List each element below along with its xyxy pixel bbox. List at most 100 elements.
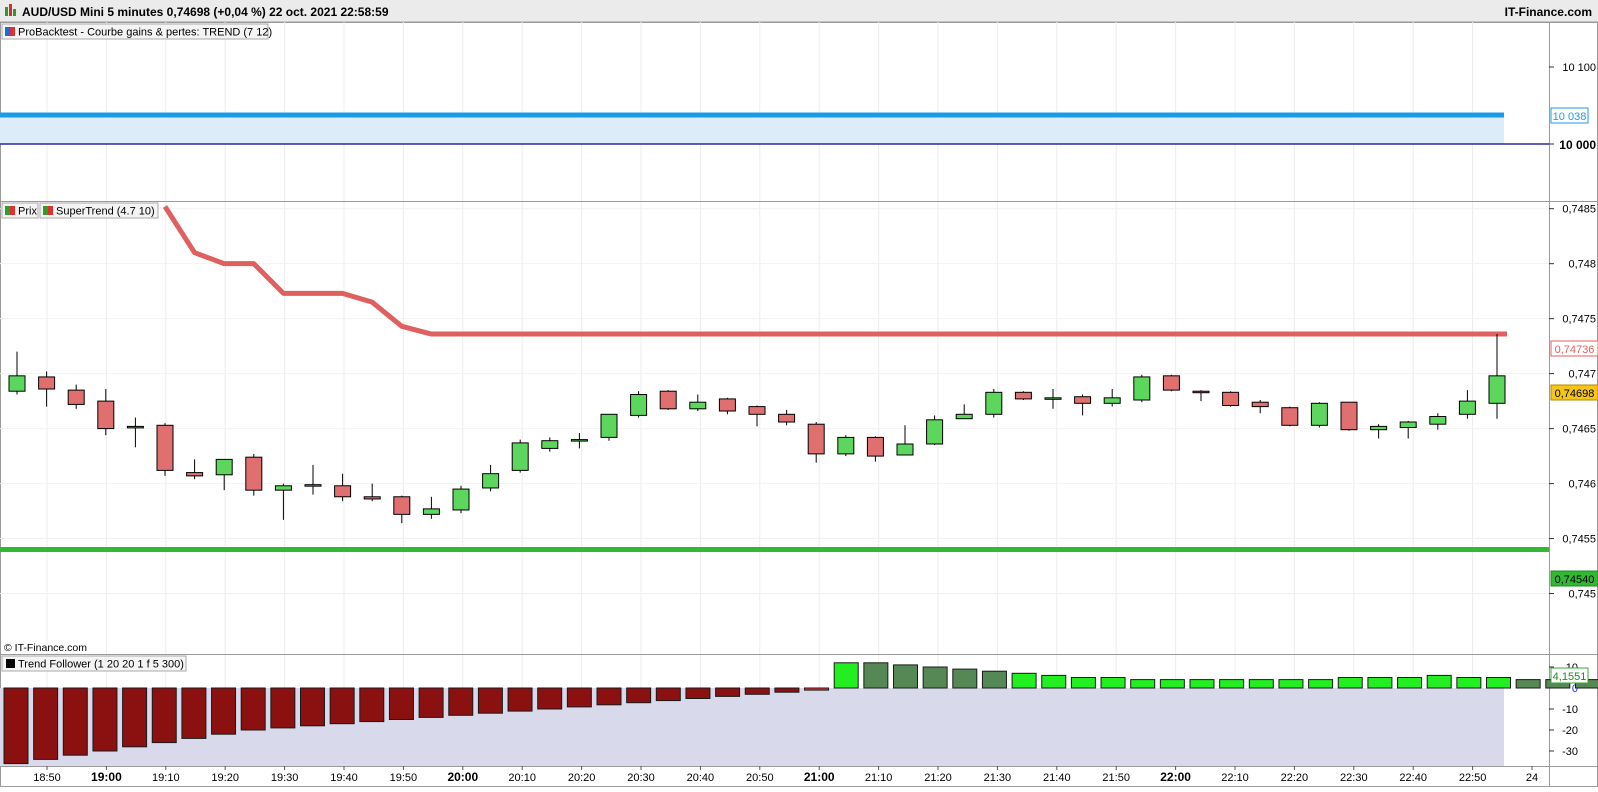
supertrend-layer <box>162 205 1507 337</box>
candle <box>1458 390 1476 419</box>
trend-follower-bar <box>418 687 444 718</box>
candle-body <box>926 419 944 445</box>
trend-follower-bar <box>1070 677 1096 689</box>
supertrend-legend-label: SuperTrend (4.7 10) <box>56 206 155 218</box>
candle-body <box>689 401 707 410</box>
trend-follower-bar <box>448 687 474 716</box>
time-tick-label: 22:10 <box>1221 772 1249 784</box>
candle <box>97 389 115 436</box>
trend-follower-bar <box>181 687 207 739</box>
candle-body <box>393 496 411 515</box>
candle-body <box>1310 402 1328 426</box>
time-tick-label: 20:20 <box>568 772 596 784</box>
equity-legend[interactable] <box>1 23 269 40</box>
price-legend-icon-secondary <box>10 206 15 215</box>
candle-body <box>215 458 233 476</box>
candle <box>926 415 944 446</box>
trend-follower-legend[interactable] <box>1 655 187 672</box>
candle-body <box>1103 397 1121 404</box>
candle-body <box>274 485 292 491</box>
time-tick-label: 20:00 <box>447 770 478 784</box>
price-panel: 0,7485 0,748 0,7475 0,747 0,7465 0,746 0,7455 0… <box>0 202 1598 654</box>
trend-follower-bar <box>240 687 266 731</box>
time-tick-label: 21:50 <box>1102 772 1130 784</box>
trend-follower-bar <box>744 687 770 695</box>
candle <box>215 458 233 491</box>
candle <box>334 473 352 502</box>
support-badge <box>1550 570 1598 587</box>
candle <box>422 496 440 519</box>
time-tick-label: 20:50 <box>746 772 774 784</box>
trend-follower-bar <box>33 687 59 760</box>
trend-follower-bar <box>1337 677 1363 689</box>
price-tick-label: 0,7465 <box>1562 424 1596 436</box>
supertrend-badge <box>1550 340 1598 357</box>
trend-follower-bar <box>804 687 830 691</box>
time-tick-label: 20:10 <box>508 772 536 784</box>
candle <box>1103 389 1121 407</box>
header-bar <box>0 0 1598 22</box>
supertrend-line <box>162 205 1507 337</box>
candle-body <box>97 400 115 430</box>
trend-follower-bar <box>151 687 177 744</box>
time-tick-label: 19:20 <box>211 772 239 784</box>
trend-follower-bar <box>893 664 918 689</box>
equity-panel: 10 100 10 000 10 038 ProBacktest - Courb… <box>0 23 1596 152</box>
time-tick-label: 19:30 <box>271 772 299 784</box>
candle-body <box>8 375 26 392</box>
candle <box>1370 424 1388 439</box>
trend-follower-bar <box>863 662 889 689</box>
supertrend-value-label: 0,74736 <box>1555 344 1595 356</box>
candle-body <box>511 442 529 471</box>
trend-follower-bar <box>92 687 118 752</box>
time-tick-label: 19:40 <box>330 772 358 784</box>
candle <box>955 404 973 420</box>
equity-current-badge <box>1550 107 1589 124</box>
candle-body <box>334 485 352 498</box>
trend-follower-bar <box>300 687 325 727</box>
trend-follower-tick-label: 0 <box>1572 683 1578 695</box>
trend-follower-bar <box>388 687 414 720</box>
price-tick-label: 0,748 <box>1568 259 1596 271</box>
trend-follower-bar <box>1130 679 1156 689</box>
trend-follower-bar <box>1367 677 1393 689</box>
trend-follower-bar <box>3 687 29 765</box>
candle-body <box>363 496 381 500</box>
candle <box>8 351 26 395</box>
candle <box>1488 334 1506 419</box>
time-tick-label: 18:50 <box>33 772 61 784</box>
candle <box>511 439 529 473</box>
candle <box>304 464 322 495</box>
price-axis: 0,7485 0,748 0,7475 0,747 0,7465 0,746 0,7455 0… <box>1549 204 1596 601</box>
price-tick-label: 0,7455 <box>1562 534 1596 546</box>
candle <box>896 425 914 456</box>
trend-follower-panel: 100-10-20-30 4,1551 Trend Follower (1 20… <box>0 655 1598 766</box>
candle <box>748 405 766 427</box>
candle-body <box>778 413 796 423</box>
time-tick-label: 19:00 <box>91 770 122 784</box>
trend-follower-bar <box>833 662 859 689</box>
time-tick-label: 21:20 <box>924 772 952 784</box>
equity-icon-secondary <box>10 27 15 36</box>
candle-body <box>1162 375 1180 391</box>
candle <box>600 413 618 441</box>
trend-follower-legend-label: Trend Follower (1 20 20 1 f 5 300) <box>18 659 184 671</box>
candle-body <box>807 423 825 455</box>
supertrend-legend[interactable] <box>39 202 159 219</box>
candle-body <box>718 398 736 412</box>
trend-follower-bar <box>1397 677 1423 689</box>
supertrend-legend-icon-secondary <box>48 206 53 215</box>
price-tick-label: 0,7475 <box>1562 314 1596 326</box>
equity-tick-label: 10 000 <box>1559 138 1596 152</box>
candle-body <box>1429 416 1447 425</box>
trend-follower-bar <box>952 668 978 689</box>
candle <box>1281 406 1299 427</box>
equity-tick-label: 10 100 <box>1562 62 1596 74</box>
equity-icon <box>5 27 10 36</box>
watermark: © IT-Finance.com <box>4 642 87 654</box>
candle <box>1429 413 1447 430</box>
candle-body <box>659 390 677 410</box>
time-tick-label: 20:30 <box>627 772 655 784</box>
brand-label: IT-Finance.com <box>1505 5 1592 19</box>
candle-body <box>1044 397 1062 400</box>
